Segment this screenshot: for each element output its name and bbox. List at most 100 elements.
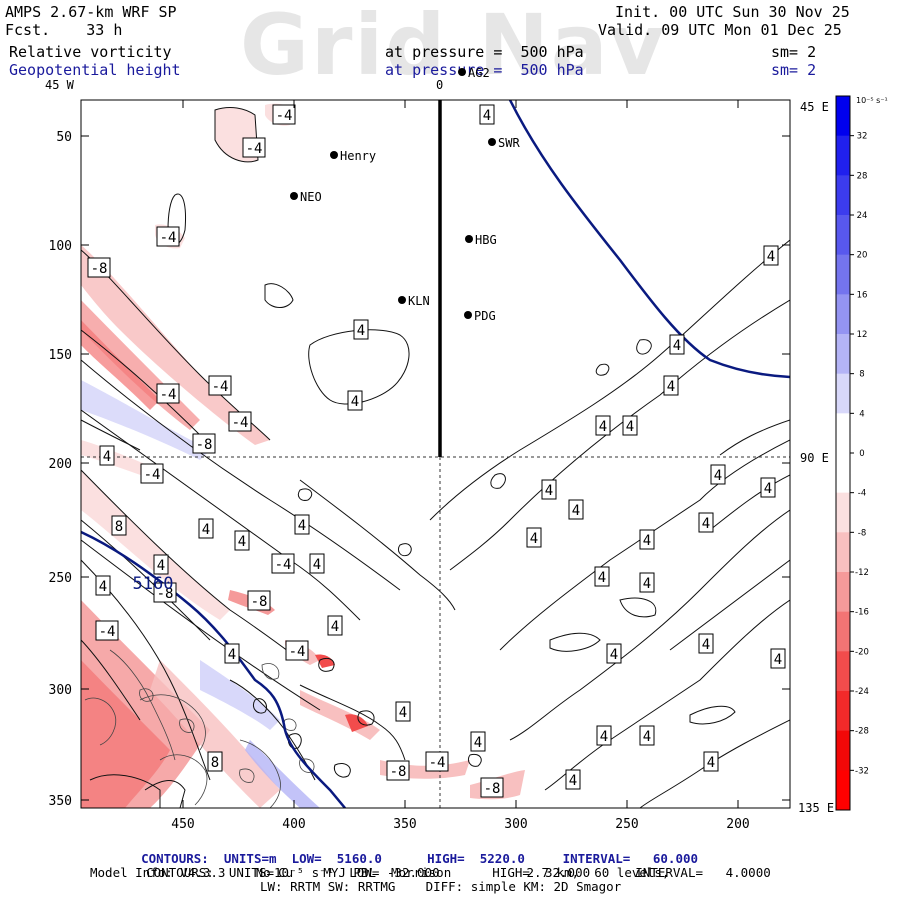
colorbar-label: -4 xyxy=(858,489,866,499)
watermark: Grid Nav xyxy=(240,0,667,94)
station-marker xyxy=(464,311,472,319)
colorbar-label: 12 xyxy=(857,330,868,340)
svg-text:4: 4 xyxy=(357,323,365,339)
colorbar-label: 20 xyxy=(857,251,868,261)
y-tick-label: 350 xyxy=(49,794,72,809)
x-tick-label: 250 xyxy=(615,817,638,832)
field1-smoothing: sm= 2 xyxy=(771,43,817,61)
colorbar-label: -20 xyxy=(855,647,869,657)
station-label: NEO xyxy=(300,190,322,204)
svg-text:-4: -4 xyxy=(289,644,306,660)
colorbar-swatch xyxy=(836,770,850,811)
lon-label-45w: 45 W xyxy=(45,78,75,92)
svg-text:4: 4 xyxy=(610,647,618,663)
colorbar-label: -24 xyxy=(855,687,869,697)
contour-label: 4 xyxy=(594,566,610,587)
svg-text:-4: -4 xyxy=(99,624,116,640)
svg-text:4: 4 xyxy=(530,531,538,547)
svg-text:4: 4 xyxy=(202,522,210,538)
station-marker xyxy=(465,235,473,243)
svg-text:4: 4 xyxy=(643,533,651,549)
contour-label: 4 xyxy=(353,319,369,340)
init-time: Init. 00 UTC Sun 30 Nov 25 xyxy=(615,3,850,21)
station-hbg[interactable]: HBG xyxy=(465,233,497,247)
svg-text:-8: -8 xyxy=(484,781,501,797)
contour-label: -4 xyxy=(242,137,266,158)
colorbar-swatch xyxy=(836,254,850,295)
station-ag2[interactable]: AG2 xyxy=(458,66,490,80)
contour-labels: -4 -4 4 -4 -8 4 4 4 4 -4 -4 4 -4 -8 4 4 4 -4 4 4 4 4 8 4 4 4 4 4 4 4 -… xyxy=(87,104,786,798)
contour-label: 4 xyxy=(99,445,115,466)
svg-text:-4: -4 xyxy=(212,379,229,395)
svg-text:4: 4 xyxy=(569,773,577,789)
contour-label: 4 xyxy=(526,527,542,548)
forecast-hour: Fcst. 33 h xyxy=(5,21,123,39)
svg-text:-8: -8 xyxy=(196,437,213,453)
geopotential-labels: 5160 xyxy=(133,574,174,594)
station-marker xyxy=(330,151,338,159)
colorbar-label: -8 xyxy=(858,528,866,538)
svg-text:-4: -4 xyxy=(144,467,161,483)
colorbar-swatch xyxy=(836,413,850,454)
station-kln[interactable]: KLN xyxy=(398,294,430,308)
valid-time: Valid. 09 UTC Mon 01 Dec 25 xyxy=(598,21,842,39)
y-tick-label: 200 xyxy=(49,457,72,472)
station-henry[interactable]: Henry xyxy=(330,149,376,163)
station-swr[interactable]: SWR xyxy=(488,136,520,150)
svg-text:4: 4 xyxy=(643,576,651,592)
svg-text:4: 4 xyxy=(702,637,710,653)
svg-text:4: 4 xyxy=(667,379,675,395)
model-title: AMPS 2.67-km WRF SP xyxy=(5,3,177,21)
colorbar-swatch xyxy=(836,611,850,652)
contour-label: 4 xyxy=(639,529,655,550)
svg-text:-4: -4 xyxy=(275,557,292,573)
colorbar-label: -16 xyxy=(855,608,869,618)
colorbar-label: 32 xyxy=(857,132,868,142)
y-tick-label: 100 xyxy=(49,239,72,254)
svg-text:-4: -4 xyxy=(276,108,293,124)
svg-text:4: 4 xyxy=(351,394,359,410)
colorbar-swatch xyxy=(836,373,850,414)
lon-label-90e: 90 E xyxy=(800,451,829,465)
contour-label: 4 xyxy=(294,514,310,535)
colorbar-swatch xyxy=(836,532,850,573)
svg-text:-8: -8 xyxy=(91,261,108,277)
svg-text:4: 4 xyxy=(767,249,775,265)
svg-text:4: 4 xyxy=(399,705,407,721)
svg-text:4: 4 xyxy=(298,518,306,534)
contour-label: 4 xyxy=(639,572,655,593)
y-tick-label: 250 xyxy=(49,571,72,586)
contour-label: 4 xyxy=(565,769,581,790)
svg-text:4: 4 xyxy=(600,729,608,745)
contour-label: -4 xyxy=(140,463,164,484)
contour-label: -4 xyxy=(272,104,296,125)
contour-label: 4 xyxy=(663,375,679,396)
contour-label: 4 xyxy=(95,575,111,596)
colorbar-swatch xyxy=(836,651,850,692)
contour-label: -4 xyxy=(228,411,252,432)
contour-label: 4 xyxy=(568,499,584,520)
colorbar-label: 24 xyxy=(857,211,868,221)
footer-vort-contours: CONTOURS: UNITS=10⁻⁵ s⁻¹ LOW= -32.000 HI… xyxy=(146,865,771,880)
colorbar-label: 4 xyxy=(859,409,864,419)
contour-label: 4 xyxy=(622,415,638,436)
x-tick-label: 350 xyxy=(393,817,416,832)
colorbar-label: 8 xyxy=(859,370,864,380)
contour-label: 4 xyxy=(541,479,557,500)
footer-geo-contours: CONTOURS: UNITS=m LOW= 5160.0 HIGH= 5220… xyxy=(141,851,699,866)
svg-text:4: 4 xyxy=(702,516,710,532)
svg-text:4: 4 xyxy=(643,729,651,745)
contour-label: 4 xyxy=(710,464,726,485)
contour-label: 4 xyxy=(698,512,714,533)
contour-label: -8 xyxy=(386,760,410,781)
contour-label: 4 xyxy=(153,554,169,575)
contour-label: 4 xyxy=(639,725,655,746)
field1-pressure: at pressure = 500 hPa xyxy=(385,43,584,61)
svg-text:-8: -8 xyxy=(157,586,174,602)
contour-label: -8 xyxy=(480,777,504,798)
svg-text:-4: -4 xyxy=(160,230,177,246)
x-tick-label: 400 xyxy=(282,817,305,832)
station-pdg[interactable]: PDG xyxy=(464,309,496,323)
station-neo[interactable]: NEO xyxy=(290,190,322,204)
